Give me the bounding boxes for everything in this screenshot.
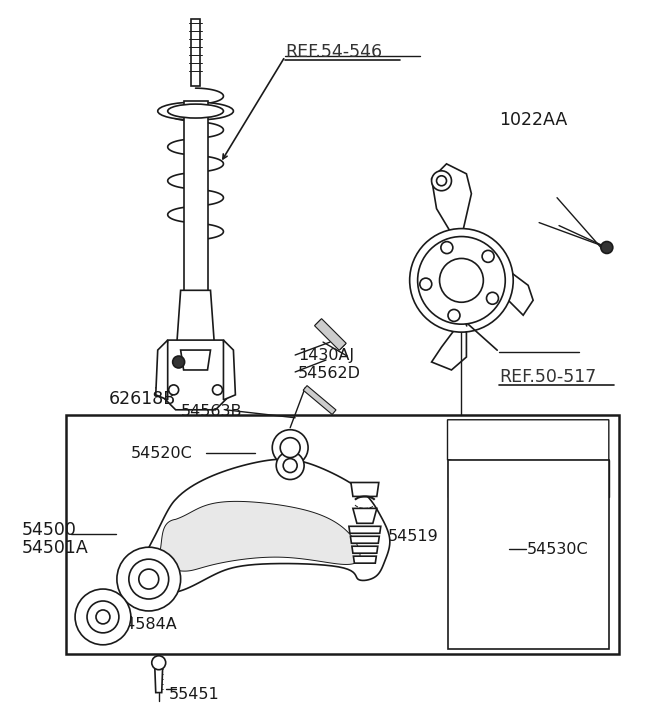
Circle shape: [272, 430, 308, 465]
Polygon shape: [349, 526, 381, 534]
Circle shape: [441, 241, 453, 254]
Ellipse shape: [158, 102, 233, 120]
Polygon shape: [161, 340, 231, 410]
Text: 1430AJ: 1430AJ: [298, 348, 355, 363]
Circle shape: [440, 258, 483, 302]
Circle shape: [283, 459, 297, 473]
Text: 54519: 54519: [387, 529, 438, 545]
Circle shape: [436, 176, 447, 186]
Circle shape: [601, 241, 613, 254]
Polygon shape: [176, 290, 215, 360]
Circle shape: [448, 310, 460, 321]
Text: 54530C: 54530C: [527, 542, 588, 557]
Polygon shape: [351, 537, 380, 543]
Circle shape: [212, 385, 223, 395]
Text: 55451: 55451: [169, 686, 219, 702]
Text: 54501A: 54501A: [21, 539, 88, 558]
Polygon shape: [447, 459, 609, 648]
Circle shape: [96, 610, 110, 624]
Polygon shape: [353, 508, 377, 523]
Polygon shape: [155, 666, 163, 693]
Polygon shape: [141, 459, 390, 594]
Text: 62618B: 62618B: [109, 390, 176, 408]
Polygon shape: [181, 350, 210, 370]
Circle shape: [75, 589, 131, 645]
Polygon shape: [447, 459, 609, 497]
Circle shape: [486, 292, 498, 305]
Text: REF.54-546: REF.54-546: [285, 44, 382, 61]
Circle shape: [87, 601, 119, 633]
Polygon shape: [66, 415, 619, 654]
Polygon shape: [303, 385, 336, 414]
Circle shape: [152, 656, 165, 670]
Circle shape: [276, 451, 304, 480]
Polygon shape: [508, 270, 533, 316]
Circle shape: [117, 547, 181, 611]
Polygon shape: [314, 318, 346, 350]
Circle shape: [173, 356, 185, 368]
Circle shape: [139, 569, 159, 589]
Circle shape: [418, 236, 505, 324]
Circle shape: [129, 559, 169, 599]
Text: 54584A: 54584A: [116, 617, 178, 632]
Text: 54562D: 54562D: [298, 366, 361, 381]
Polygon shape: [191, 20, 200, 87]
Polygon shape: [352, 546, 378, 553]
Polygon shape: [159, 502, 360, 571]
Polygon shape: [184, 101, 208, 320]
Text: 54500: 54500: [21, 521, 76, 539]
Polygon shape: [432, 327, 467, 370]
Polygon shape: [156, 340, 167, 400]
Circle shape: [410, 228, 513, 332]
Polygon shape: [432, 164, 471, 233]
Polygon shape: [447, 419, 609, 497]
Circle shape: [432, 171, 451, 190]
Polygon shape: [351, 483, 379, 497]
Text: 1022AA: 1022AA: [500, 111, 567, 129]
Polygon shape: [223, 340, 235, 400]
Text: 54563B: 54563B: [181, 403, 242, 419]
Text: 54520C: 54520C: [131, 446, 192, 461]
Circle shape: [420, 278, 432, 290]
Circle shape: [482, 250, 494, 262]
Circle shape: [169, 385, 179, 395]
Ellipse shape: [167, 104, 223, 118]
Text: REF.50-517: REF.50-517: [500, 368, 596, 386]
Circle shape: [280, 438, 300, 457]
Polygon shape: [353, 556, 376, 563]
